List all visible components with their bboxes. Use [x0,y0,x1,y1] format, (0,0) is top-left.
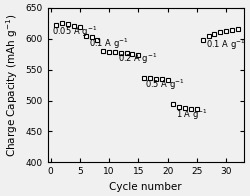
Y-axis label: Charge Capacity (mAh g$^{-1}$): Charge Capacity (mAh g$^{-1}$) [4,13,20,157]
Text: 0.1 A g$^{-1}$: 0.1 A g$^{-1}$ [88,36,128,51]
Text: 0.05 A g$^{-1}$: 0.05 A g$^{-1}$ [52,24,97,39]
Text: 0.5 A g$^{-1}$: 0.5 A g$^{-1}$ [145,77,185,92]
Text: 0.1 A g$^{-1}$: 0.1 A g$^{-1}$ [206,37,246,52]
Text: 0.2 A g$^{-1}$: 0.2 A g$^{-1}$ [118,52,157,66]
X-axis label: Cycle number: Cycle number [109,182,182,192]
Text: 1 A g$^{-1}$: 1 A g$^{-1}$ [176,108,208,122]
